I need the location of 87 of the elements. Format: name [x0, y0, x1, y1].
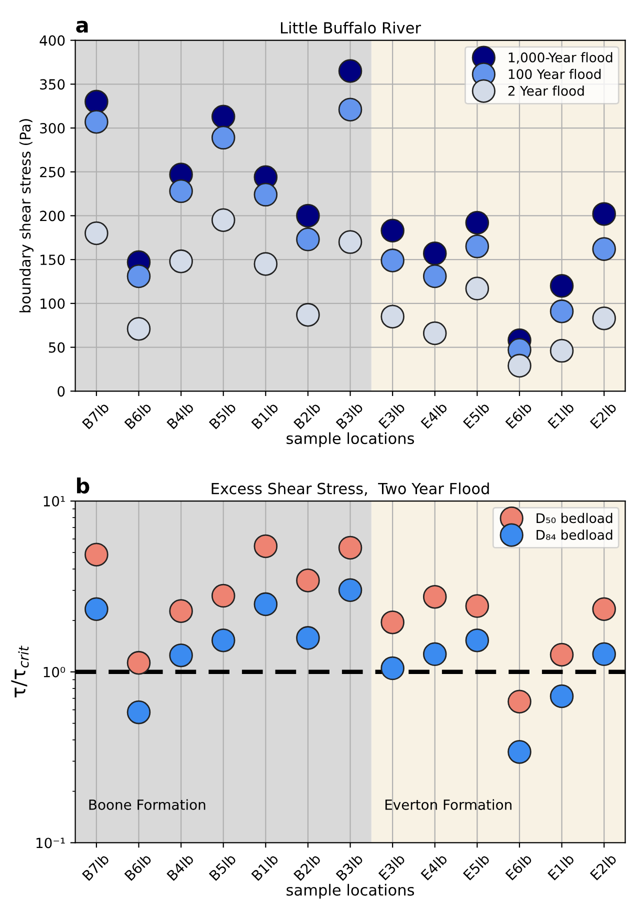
point: [465, 234, 490, 258]
y-tick-label: 150: [40, 254, 65, 266]
y-tick-label: 10¹: [44, 496, 65, 507]
legend-label: 2 Year flood: [508, 86, 584, 96]
point: [84, 221, 108, 246]
point: [465, 210, 490, 235]
point: [380, 218, 404, 243]
point: [592, 202, 616, 226]
band-label: Boone Formation: [89, 799, 206, 810]
point: [126, 264, 151, 288]
point: [422, 242, 447, 266]
point: [338, 98, 362, 122]
point: [508, 690, 532, 714]
legend-label: 100 Year flood: [508, 68, 601, 80]
y-tick-label: 50: [48, 342, 65, 353]
point: [126, 316, 151, 341]
point: [169, 643, 193, 668]
point: [211, 628, 236, 652]
point: [211, 126, 236, 150]
point: [550, 642, 574, 667]
y-axis-title: boundary shear stress (Pa): [19, 119, 34, 312]
point: [254, 534, 278, 558]
point: [338, 578, 362, 602]
point: [592, 642, 616, 666]
y-tick-label: 10⁻¹: [36, 838, 65, 848]
point: [211, 584, 236, 608]
point: [465, 628, 490, 652]
point: [465, 276, 490, 300]
point: [296, 204, 320, 228]
point: [508, 740, 532, 764]
point: [338, 230, 362, 254]
y-tick-label: 10⁰: [44, 666, 66, 678]
point: [254, 252, 278, 276]
point: [592, 306, 616, 330]
point: [296, 568, 320, 592]
point: [84, 542, 108, 566]
y-tick-label: 400: [40, 35, 65, 46]
point: [296, 228, 320, 252]
point: [380, 304, 404, 328]
point: [126, 700, 151, 724]
point: [254, 182, 278, 207]
point: [550, 338, 574, 363]
point: [338, 59, 362, 83]
x-axis-title: sample locations: [286, 884, 414, 899]
point: [84, 110, 108, 134]
band-label: Everton Formation: [385, 799, 512, 810]
point: [296, 626, 320, 650]
point: [169, 249, 193, 274]
legend-label: D₈₄ bedload: [536, 530, 612, 540]
point: [422, 321, 447, 346]
text: b: [77, 477, 90, 494]
point: [296, 302, 320, 327]
point: [380, 656, 404, 680]
point: [465, 594, 490, 618]
text: a: [76, 20, 88, 33]
point: [169, 599, 193, 623]
point: [422, 642, 447, 666]
chart-title: Little Buffalo River: [280, 22, 422, 34]
y-tick-label: 350: [40, 79, 65, 90]
point: [126, 650, 151, 675]
point: [84, 597, 108, 622]
point: [550, 274, 574, 298]
point: [592, 597, 616, 622]
y-tick-label: 250: [40, 166, 65, 178]
y-tick-label: 0: [58, 386, 65, 397]
point: [508, 354, 532, 378]
point: [550, 299, 574, 324]
y-tick-label: 300: [40, 122, 65, 134]
x-axis-title: sample locations: [286, 432, 414, 448]
point: [169, 179, 193, 204]
point: [380, 248, 404, 272]
point: [84, 90, 108, 114]
legend-label: D₅₀ bedload: [536, 512, 612, 524]
point: [550, 684, 574, 708]
point: [338, 536, 362, 560]
point: [211, 104, 236, 128]
point: [254, 592, 278, 616]
y-tick-label: 200: [40, 210, 65, 222]
point: [422, 584, 447, 609]
legend-label: 1,000-Year flood: [508, 52, 612, 64]
point: [592, 237, 616, 261]
chart-title: Excess Shear Stress, Two Year Flood: [212, 482, 489, 496]
y-tick-label: 100: [40, 298, 65, 309]
y-axis-title: τ/τ$_{crit}$: [11, 646, 29, 698]
point: [211, 208, 236, 232]
point: [422, 264, 447, 288]
point: [380, 610, 404, 634]
